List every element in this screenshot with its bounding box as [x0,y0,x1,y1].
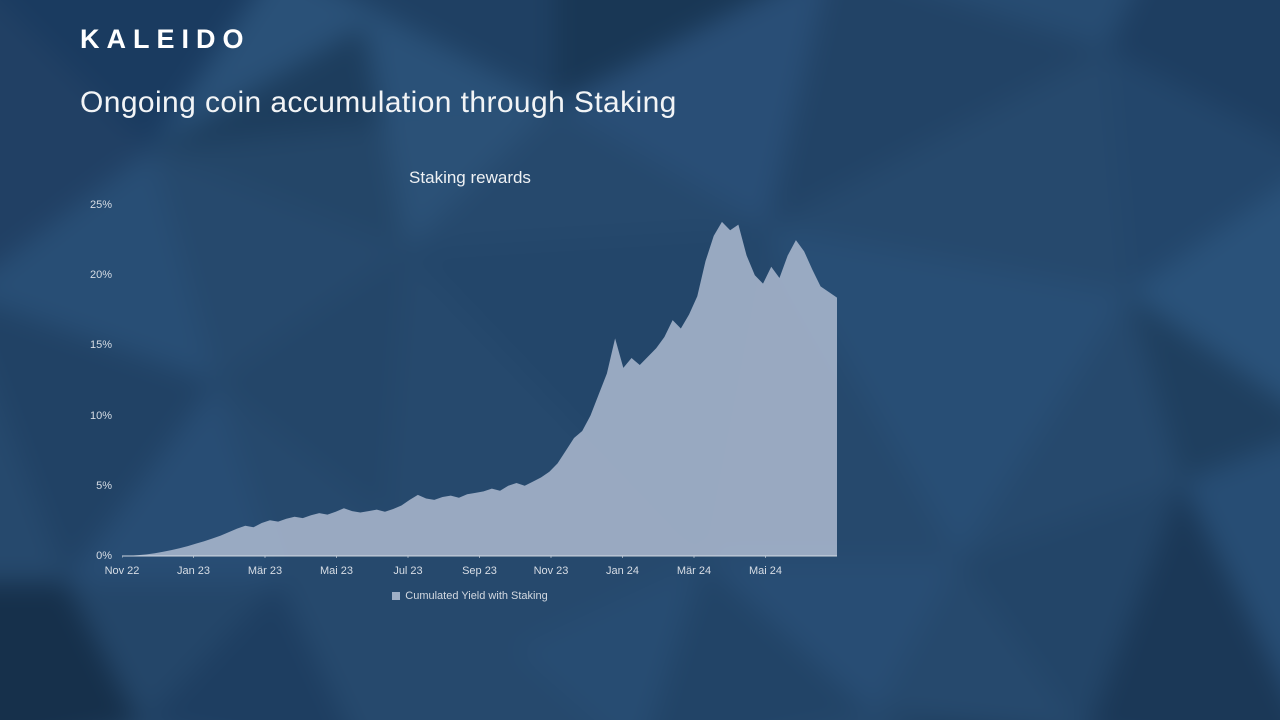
area-series-path [122,221,837,556]
x-axis-label: Jan 24 [605,565,640,577]
y-axis-label: 0% [96,550,112,562]
legend-marker-icon [392,592,401,600]
x-axis-label: Jul 23 [393,565,423,577]
x-axis-label: Nov 22 [104,565,140,577]
chart-legend: Cumulated Yield with Staking [100,590,840,602]
x-axis-label: Jan 23 [176,565,211,577]
brand-logo: KALEIDO [80,24,251,54]
y-axis-label: 15% [89,339,112,352]
area-chart-svg [122,221,837,558]
y-axis-label: 25% [89,199,112,211]
y-axis-label: 10% [89,409,112,422]
chart-title: Staking rewards [409,168,531,187]
x-axis-label: Sep 23 [462,565,497,577]
x-axis-tickmarks [122,556,766,558]
x-axis-label: Mär 23 [247,565,283,577]
x-axis-label: Mär 24 [676,565,712,577]
y-axis-label: 20% [89,269,112,282]
page-title: Ongoing coin accumulation through Stakin… [80,86,677,119]
legend-label: Cumulated Yield with Staking [405,590,548,602]
x-axis-label: Mai 24 [748,565,783,577]
x-axis-label: Nov 23 [533,565,569,577]
x-axis-label: Mai 23 [319,565,354,577]
y-axis-label: 5% [96,479,112,492]
